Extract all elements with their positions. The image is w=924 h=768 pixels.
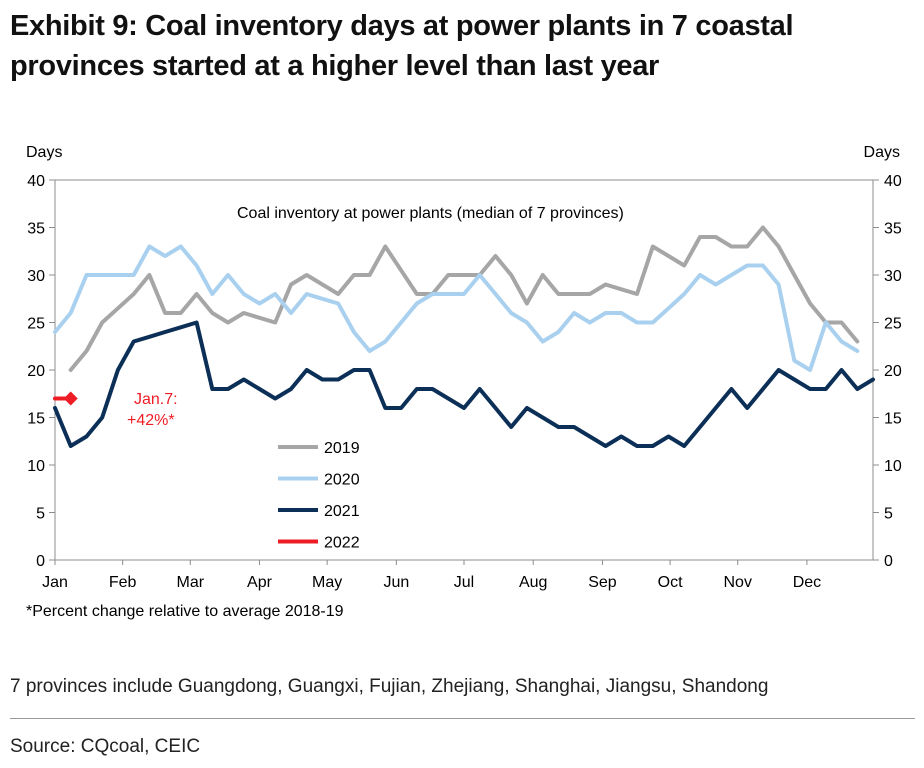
x-tick-label-aug: Aug [519,574,547,591]
x-tick-label-jun: Jun [383,574,409,591]
exhibit-title-line-1: Exhibit 9: Coal inventory days at power … [10,10,794,42]
x-tick-label-nov: Nov [723,574,751,591]
x-tick-label-sep: Sep [588,574,617,591]
left-y-tick-label: 20 [27,363,45,380]
chart-footnote: *Percent change relative to average 2018… [26,603,344,620]
right-y-tick-label: 15 [884,411,902,428]
left-y-tick-label: 30 [27,268,45,285]
annotation-date: Jan.7: [134,391,178,408]
series-line-2019 [68,225,860,372]
series-line-2021 [53,320,875,448]
legend-label-2021: 2021 [324,503,360,520]
exhibit-title-line-2: provinces started at a higher level than… [10,50,660,82]
x-tick-label-feb: Feb [109,574,137,591]
left-y-tick-label: 25 [27,316,45,333]
legend-label-2020: 2020 [324,472,360,489]
left-y-tick-label: 15 [27,411,45,428]
right-y-tick-label: 20 [884,363,902,380]
left-axis-unit-label: Days [26,144,62,161]
chart-inner-title: Coal inventory at power plants (median o… [237,205,624,222]
series-line-2020 [53,244,860,372]
series-marker-2022 [63,391,78,406]
left-y-tick-label: 0 [36,553,45,570]
x-tick-label-mar: Mar [177,574,205,591]
right-y-tick-label: 5 [884,506,893,523]
left-y-tick-label: 5 [36,506,45,523]
exhibit-title: Exhibit 9: Coal inventory days at power … [10,6,915,86]
x-tick-label-may: May [312,574,342,591]
legend-label-2019: 2019 [324,440,360,457]
right-y-tick-label: 35 [884,221,902,238]
legend-label-2022: 2022 [324,535,360,552]
jan7-annotation: Jan.7: +42%* [127,391,178,429]
left-y-tick-label: 40 [27,173,45,190]
x-tick-label-jul: Jul [454,574,474,591]
x-tick-label-apr: Apr [247,574,273,591]
right-axis-unit-label: Days [864,144,900,161]
source-note: Source: CQcoal, CEIC [10,736,201,757]
right-y-tick-label: 25 [884,316,902,333]
left-y-tick-label: 10 [27,458,45,475]
x-tick-label-dec: Dec [793,574,821,591]
right-y-tick-label: 10 [884,458,902,475]
right-y-tick-label: 40 [884,173,902,190]
right-y-tick-label: 30 [884,268,902,285]
right-y-tick-label: 0 [884,553,893,570]
left-y-tick-label: 35 [27,221,45,238]
x-tick-label-oct: Oct [658,574,683,591]
provinces-note: 7 provinces include Guangdong, Guangxi, … [10,676,769,697]
annotation-change: +42%* [127,412,175,429]
x-tick-label-jan: Jan [42,574,68,591]
divider-line [10,718,915,719]
